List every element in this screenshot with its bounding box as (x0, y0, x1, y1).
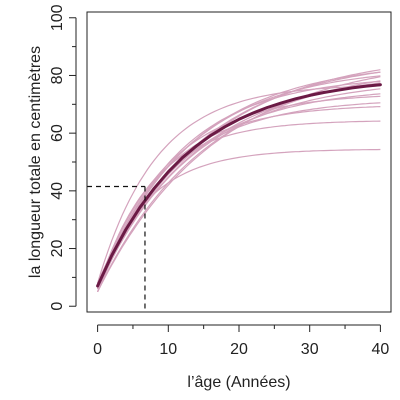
individual-growth-curves (97, 69, 381, 293)
y-tick-label: 60 (49, 124, 66, 142)
y-tick-label: 40 (49, 182, 66, 200)
individual-curve-4 (97, 102, 381, 290)
x-tick-label: 20 (230, 341, 248, 358)
x-tick-label: 30 (301, 341, 319, 358)
individual-curve-9 (97, 80, 381, 293)
individual-curve-13 (97, 71, 381, 284)
mean-growth-curve-group (96, 83, 382, 288)
x-axis: 0 10 20 30 40 (93, 324, 389, 358)
y-axis-label: la longueur totale en centimètres (27, 46, 44, 278)
reference-lines (87, 185, 146, 312)
x-axis-label: l’âge (Années) (187, 374, 290, 391)
x-tick-label: 0 (93, 341, 102, 358)
y-tick-label: 0 (49, 302, 66, 311)
y-tick-label: 100 (49, 4, 66, 31)
individual-curve-10 (97, 82, 381, 287)
x-tick-label: 40 (371, 341, 389, 358)
individual-curve-16 (97, 69, 381, 287)
x-tick-label: 10 (159, 341, 177, 358)
y-tick-label: 20 (49, 240, 66, 258)
individual-curve-11 (97, 75, 381, 290)
plot-frame (86, 11, 392, 313)
individual-curve-12 (97, 80, 381, 293)
y-tick-label: 80 (49, 66, 66, 84)
mean-curve (96, 83, 382, 288)
y-axis: 0 20 40 60 80 100 (49, 4, 77, 311)
